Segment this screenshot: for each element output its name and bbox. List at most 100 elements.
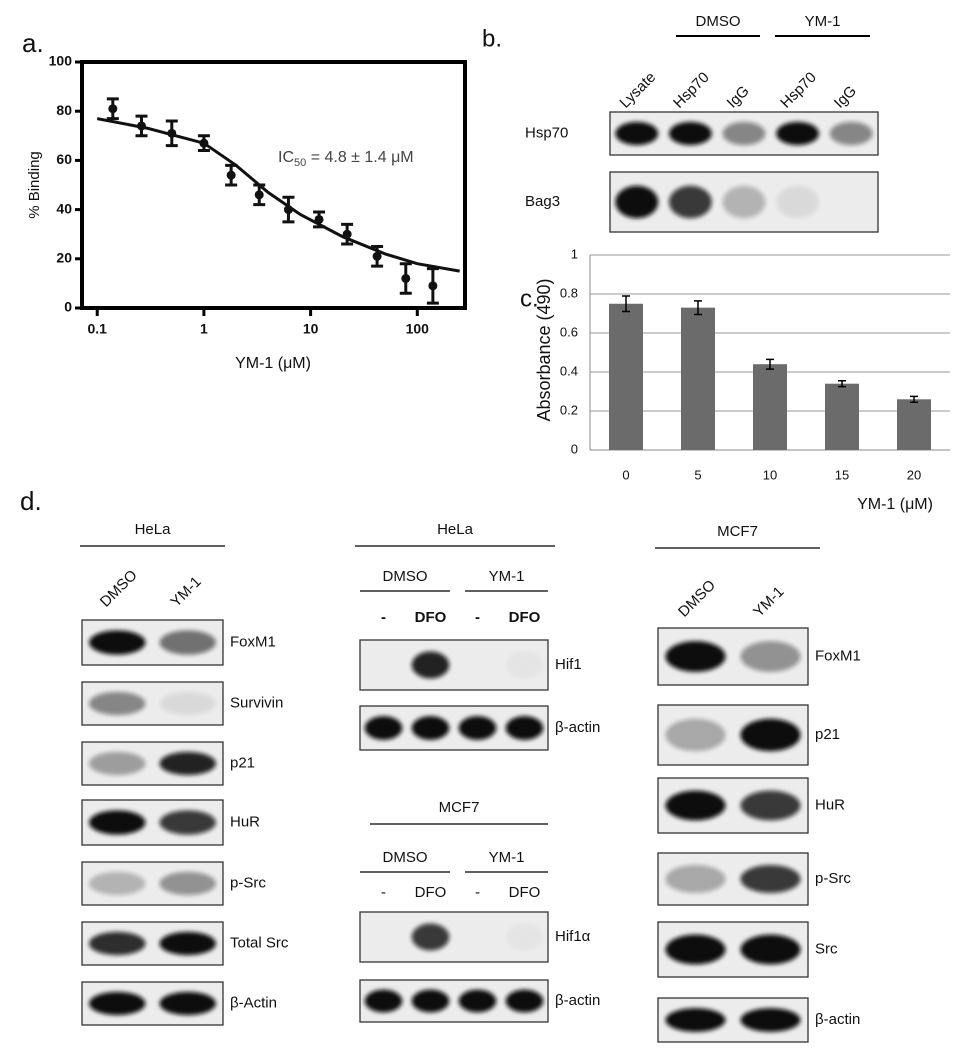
y-axis-label: Absorbance (490): [534, 278, 554, 421]
blot-strip: [359, 639, 549, 691]
row-label: Hif1: [555, 656, 582, 673]
x-tick-label: 100: [406, 321, 430, 337]
lane-label: DFO: [415, 609, 447, 626]
band: [665, 934, 726, 965]
band: [665, 718, 726, 752]
y-tick-label: 20: [56, 250, 72, 266]
row-label: β-actin: [555, 719, 600, 736]
row-label: Hif1α: [555, 928, 591, 945]
lane-label: YM-1: [750, 583, 787, 620]
band: [615, 185, 659, 219]
bar: [753, 364, 787, 450]
data-point: [372, 251, 382, 261]
band: [506, 924, 544, 951]
fit-curve: [96, 117, 460, 273]
row-label: FoxM1: [230, 633, 276, 650]
band: [89, 931, 146, 956]
x-tick-label: 20: [907, 467, 921, 482]
band: [159, 751, 216, 776]
y-tick-label: 0: [64, 299, 72, 315]
band: [159, 810, 216, 835]
lane-label: Lysate: [616, 69, 659, 112]
data-point: [401, 273, 411, 283]
y-tick-label: 100: [49, 53, 73, 69]
error-bar: [766, 358, 774, 370]
band: [740, 790, 801, 821]
band: [740, 1008, 801, 1032]
band: [615, 121, 659, 146]
band: [458, 716, 497, 740]
y-tick-label: 0.4: [560, 363, 578, 378]
lane-label: -: [475, 609, 480, 626]
band: [159, 871, 216, 896]
x-tick-label: 1: [200, 321, 208, 337]
band: [776, 185, 820, 219]
band: [364, 989, 403, 1013]
band: [740, 641, 801, 672]
error-bar: [694, 300, 702, 316]
data-point: [283, 205, 293, 215]
blot-title: MCF7: [717, 523, 758, 540]
y-tick-label: 80: [56, 102, 72, 118]
x-tick-label: 0.1: [87, 321, 107, 337]
band: [159, 630, 216, 655]
band: [506, 652, 544, 679]
data-point: [167, 128, 177, 138]
group-label: DMSO: [383, 568, 428, 585]
band: [665, 790, 726, 821]
band: [740, 934, 801, 965]
group-label: YM-1: [489, 849, 525, 866]
lane-label: -: [475, 884, 480, 901]
panel-label: a.: [22, 28, 44, 58]
row-label: Src: [815, 940, 838, 957]
band: [458, 989, 497, 1013]
blot-title: HeLa: [437, 521, 474, 538]
band: [411, 923, 450, 951]
error-bar: [910, 395, 918, 403]
band: [89, 751, 146, 776]
annotation-rest: = 4.8 ± 1.4 μM: [306, 149, 413, 166]
x-tick-label: 15: [835, 467, 849, 482]
data-point: [108, 104, 118, 114]
row-label: Survivin: [230, 694, 283, 711]
lane-label: Hsp70: [670, 69, 713, 112]
annotation-subscript: 50: [294, 157, 306, 169]
band: [740, 718, 801, 752]
bar: [609, 303, 643, 450]
x-axis-label: YM-1 (μM): [235, 355, 311, 372]
band: [722, 121, 766, 146]
row-label: β-actin: [815, 1011, 860, 1028]
row-label: p-Src: [230, 874, 266, 891]
band: [505, 989, 544, 1013]
band: [89, 871, 146, 896]
band: [364, 716, 403, 740]
band: [411, 989, 450, 1013]
group-label: DMSO: [696, 13, 741, 30]
y-tick-label: 0.8: [560, 285, 578, 300]
data-point: [199, 138, 209, 148]
blot-strip: [359, 911, 549, 963]
error-bar: [838, 380, 846, 388]
data-point: [428, 281, 438, 291]
lane-label: IgG: [724, 83, 753, 112]
band: [159, 691, 216, 716]
annotation: IC50 = 4.8 ± 1.4 μM: [278, 149, 414, 169]
y-tick-label: 0.6: [560, 324, 578, 339]
panel-label: d.: [20, 486, 42, 516]
band: [722, 185, 766, 219]
plot-frame: [80, 60, 467, 310]
band: [665, 641, 726, 672]
x-tick-label: 0: [622, 467, 629, 482]
x-axis-label: YM-1 (μM): [857, 496, 933, 513]
blot-title: HeLa: [135, 521, 172, 538]
lane-label: Hsp70: [777, 69, 820, 112]
y-tick-label: 0.2: [560, 402, 578, 417]
lane-label: DFO: [509, 609, 541, 626]
band: [829, 121, 873, 146]
panel-label: b.: [482, 25, 502, 52]
lane-label: IgG: [831, 83, 860, 112]
bar: [897, 399, 931, 450]
band: [740, 864, 801, 894]
band: [89, 691, 146, 716]
